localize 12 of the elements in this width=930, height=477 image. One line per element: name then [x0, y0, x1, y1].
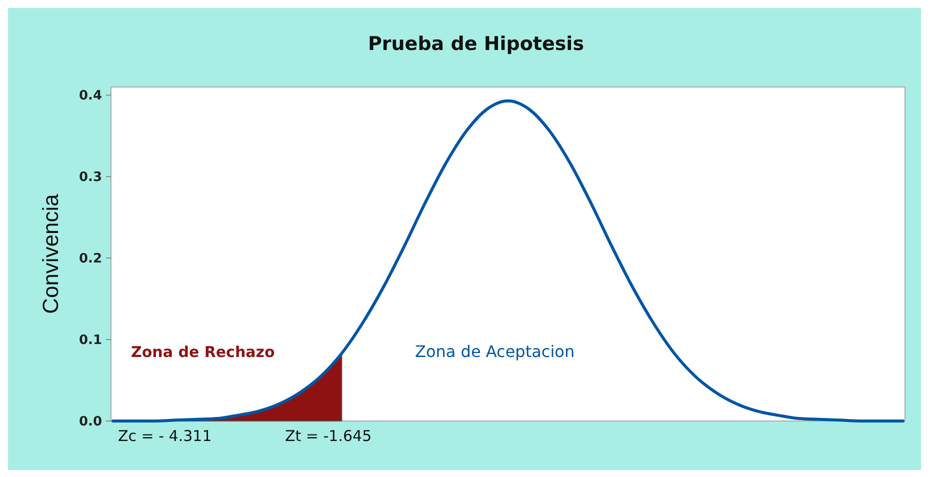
text: Zc = - 4.311 [118, 427, 212, 445]
y-tick-label: 0.3 [78, 170, 102, 186]
annotation: Zona de Aceptacion [415, 342, 575, 361]
chart-title: Prueba de Hipotesis [368, 33, 584, 55]
y-tick-label: 0.1 [78, 333, 102, 348]
text: Zt = -1.645 [285, 427, 372, 445]
y-tick-label: 0.2 [78, 252, 102, 267]
y-tick-label: 0.4 [78, 88, 102, 104]
line-series [112, 99, 904, 422]
annotation: Zona de Rechazo [131, 343, 275, 361]
y-tick-label: 0.0 [78, 414, 102, 430]
y-axis-title: Convivencia [38, 193, 63, 314]
